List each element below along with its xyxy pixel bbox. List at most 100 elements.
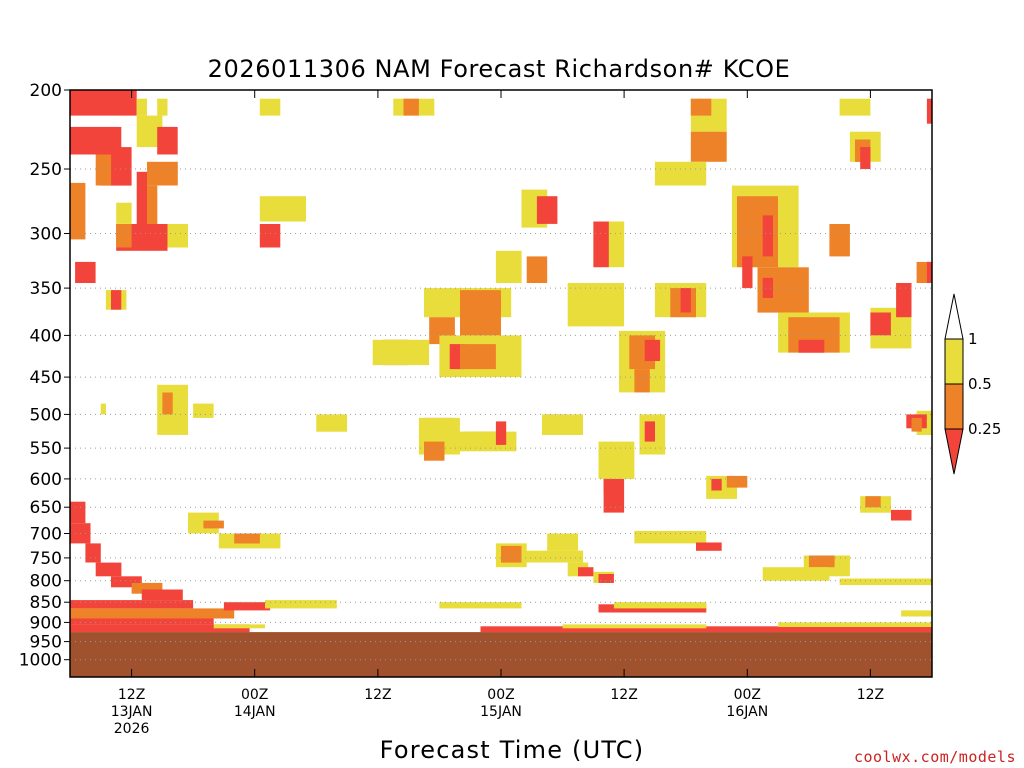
y-tick-label: 450	[30, 368, 62, 388]
ri-cell	[501, 545, 522, 563]
ri-cell	[234, 533, 260, 544]
x-tick-label: 00Z	[241, 687, 268, 703]
ri-cell	[634, 369, 650, 393]
ri-cell	[798, 339, 825, 353]
ri-cell	[70, 501, 86, 524]
ri-cell	[147, 161, 178, 186]
y-tick-label: 650	[30, 498, 62, 518]
colorbar-label: 0.25	[968, 420, 1001, 438]
y-tick-label: 1000	[19, 651, 62, 671]
chart-title: 2026011306 NAM Forecast Richardson# KCOE	[208, 55, 791, 83]
ri-cell	[644, 421, 655, 442]
x-tick-label: 16JAN	[726, 704, 768, 720]
x-tick-label: 00Z	[734, 687, 761, 703]
ri-cell	[926, 261, 932, 283]
ri-cell	[70, 618, 214, 625]
ri-cell	[460, 344, 496, 370]
ri-cell	[259, 224, 281, 248]
ri-cell	[747, 627, 932, 633]
ri-cell	[690, 131, 727, 162]
ri-cell	[567, 283, 625, 327]
ri-cell	[634, 530, 707, 544]
ri-cell	[542, 414, 583, 435]
ri-cell	[162, 392, 173, 415]
y-tick-label: 250	[30, 160, 62, 180]
ri-cell	[495, 250, 522, 283]
ri-cell	[839, 98, 871, 116]
ri-cell	[116, 202, 132, 224]
ri-cell	[439, 602, 522, 609]
x-tick-label: 13JAN	[111, 704, 153, 720]
ri-cell	[680, 288, 691, 313]
ri-cell	[547, 533, 578, 551]
ri-cell	[603, 478, 614, 494]
ri-cell	[562, 624, 707, 629]
ri-cell	[424, 441, 445, 461]
ri-cell	[891, 509, 912, 521]
ri-cell	[829, 224, 850, 257]
ri-cell	[613, 602, 707, 609]
ri-cell	[762, 567, 830, 581]
ri-cell	[598, 441, 635, 479]
ri-cell	[213, 624, 265, 629]
ri-cell	[116, 224, 132, 248]
y-tick-label: 950	[30, 633, 62, 653]
y-tick-label: 400	[30, 326, 62, 346]
ri-cell	[403, 98, 419, 116]
x-tick-label: 12Z	[118, 687, 145, 703]
ri-cell	[70, 182, 86, 240]
ri-cell	[259, 196, 306, 222]
ri-cell	[141, 589, 183, 601]
x-tick-label: 14JAN	[234, 704, 276, 720]
ri-cell	[111, 576, 142, 588]
ri-cell	[147, 185, 158, 228]
colorbar-legend: 1 0.5 0.25	[944, 293, 1001, 475]
ri-cell	[131, 582, 163, 594]
ri-cell	[75, 261, 96, 283]
y-tick-label: 550	[30, 439, 62, 459]
ri-cell	[167, 224, 188, 248]
ri-cell	[690, 98, 712, 116]
ri-cell	[654, 161, 707, 186]
ri-cell	[136, 171, 147, 228]
x-axis-title: Forecast Time (UTC)	[380, 736, 645, 764]
ri-cell	[136, 98, 147, 116]
colorbar-arrow-top	[944, 293, 964, 340]
ri-cell	[896, 283, 912, 318]
ri-cell	[644, 339, 661, 361]
ri-cell	[711, 478, 722, 491]
ri-cell	[865, 496, 881, 508]
ri-cell	[598, 574, 614, 583]
ri-cell	[808, 555, 835, 568]
ri-cell	[95, 562, 122, 577]
ri-cell	[100, 403, 106, 415]
ri-cell	[95, 154, 112, 186]
y-tick-label: 850	[30, 593, 62, 613]
y-tick-label: 600	[30, 470, 62, 490]
ri-cell	[526, 256, 548, 283]
ri-cell	[762, 277, 773, 298]
ri-cell	[696, 542, 722, 551]
ri-cell	[265, 600, 337, 609]
ri-cell	[480, 626, 932, 633]
colorbar-segment	[944, 383, 964, 430]
ri-cell	[111, 290, 122, 310]
plot-background	[70, 90, 932, 677]
x-tick-label: 12Z	[610, 687, 637, 703]
ri-cell	[70, 90, 137, 116]
ri-cell	[259, 98, 281, 116]
ri-cell	[536, 196, 558, 224]
ri-cell	[521, 550, 584, 563]
ri-cell	[926, 98, 932, 124]
ri-cell	[870, 312, 891, 336]
richardson-cells	[70, 90, 932, 633]
ri-cell	[778, 622, 932, 628]
ri-cell	[578, 567, 594, 577]
ri-cell	[901, 610, 932, 617]
y-tick-label: 800	[30, 572, 62, 592]
ri-cell	[593, 221, 609, 268]
ri-cell	[726, 475, 748, 488]
ri-cell	[911, 417, 922, 432]
